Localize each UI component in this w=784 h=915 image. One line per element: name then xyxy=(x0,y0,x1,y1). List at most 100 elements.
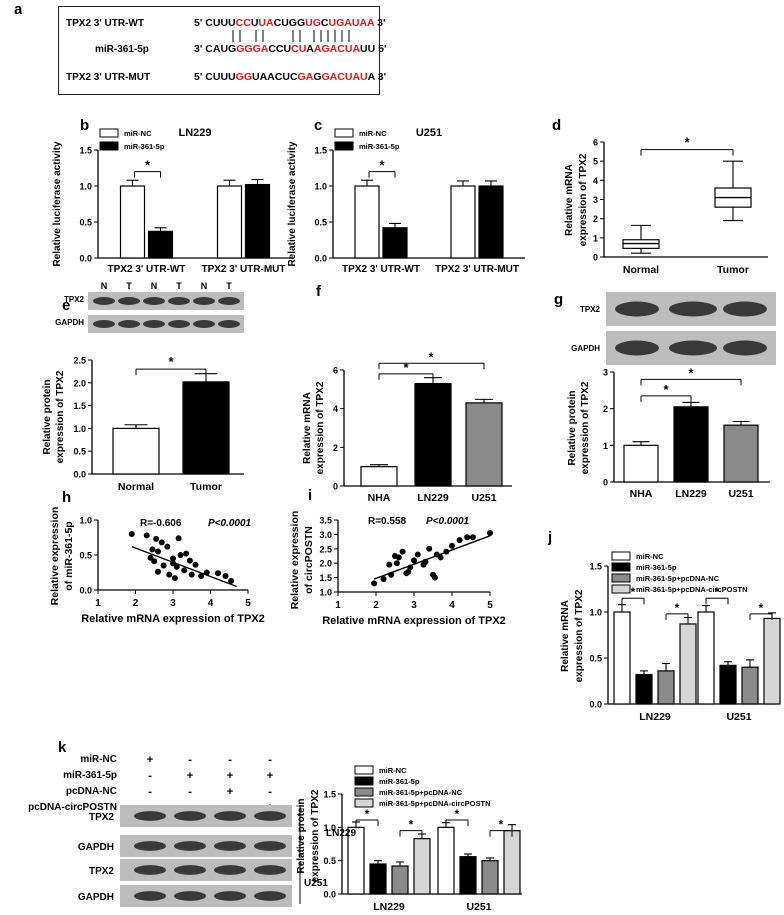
panel-h-point xyxy=(186,557,193,564)
panel-i-stat-p: P<0.0001 xyxy=(426,516,470,527)
panel-b-title: LN229 xyxy=(178,127,211,139)
panel-b-legend-swatch xyxy=(99,128,119,138)
panel-k-blot-TPX2-blot-band xyxy=(174,865,206,875)
panel-e-gapdh-blot-band xyxy=(93,320,115,328)
panel-k-blot-TPX2-blot-band xyxy=(254,811,286,821)
panel-b-miR-NC-bar xyxy=(119,185,146,259)
panel-j-ytick-label: 0.5 xyxy=(589,654,602,664)
panel-j-miR-361-5p+pcDNA-NC-bar xyxy=(741,666,759,705)
panel-e-ytick-label: 2.0 xyxy=(73,378,86,388)
panel-k-ytick-label: 0.0 xyxy=(323,890,336,900)
panel-h-point xyxy=(151,558,158,565)
panel-k-miR-361-5p+pcDNA-circPOSTN-bar xyxy=(503,830,521,895)
panel-k-condition-sign: - xyxy=(148,786,152,798)
panel-k-blot-TPX2-blot-band xyxy=(134,811,166,821)
panel-g-blot-label: GAPDH xyxy=(571,344,600,353)
panel-c-miR-361-5p-bar xyxy=(382,227,408,259)
panel-h-xtick-label: 1 xyxy=(95,598,101,609)
panel-k-legend-label: miR-361-5p xyxy=(379,777,420,786)
panel-h-point xyxy=(177,552,184,558)
panel-i-stat-r: R=0.558 xyxy=(368,516,407,527)
panel-e-sig-star: * xyxy=(168,354,174,369)
panel-k-ylabel-line1: Relative protein xyxy=(296,798,307,873)
panel-k-sig-star: * xyxy=(365,807,370,821)
panel-h-point xyxy=(173,563,180,570)
panel-k-legend-swatch xyxy=(354,776,374,786)
panel-h-xtick-label: 5 xyxy=(245,598,251,609)
panel-b-xtick-label: TPX2 3' UTR-WT xyxy=(108,264,186,275)
panel-h-point xyxy=(155,548,161,555)
panel-i-point xyxy=(393,560,400,567)
panel-j-miR-361-5p-bar xyxy=(635,673,653,705)
panel-d-sig-star: * xyxy=(684,135,690,150)
panel-f-ytick-label: 0 xyxy=(333,482,338,492)
panel-d-ytick-label: 3 xyxy=(593,195,598,205)
panel-j-miR-361-5p-bar xyxy=(719,664,737,705)
panel-i-fit-line xyxy=(373,535,491,580)
panel-letter-d: d xyxy=(552,117,561,134)
panel-k-blot-label: TPX2 xyxy=(89,812,114,823)
panel-j-ylabel-line1: Relative mRNA xyxy=(560,600,571,672)
panel-k-condition-sign: - xyxy=(148,770,152,782)
panel-h-stat-r: R=-0.606 xyxy=(140,518,182,529)
panel-e-tpx2-blot-band xyxy=(93,297,115,305)
panel-h-point xyxy=(192,561,199,568)
panel-i-point xyxy=(430,571,436,578)
panel-g-tpx2-blot-band xyxy=(723,301,767,317)
panel-g-xtick-label: U251 xyxy=(728,488,753,500)
panel-k-condition-sign: + xyxy=(147,754,153,766)
panel-b-legend-swatch xyxy=(99,141,119,151)
panel-g-xtick-label: LN229 xyxy=(675,488,707,500)
panel-f-ytick-label: 2 xyxy=(333,443,338,453)
panel-i-point xyxy=(487,529,493,536)
panel-e-lane-label: T xyxy=(176,281,182,291)
panel-f-ytick-label: 4 xyxy=(333,404,338,414)
panel-k-miR-361-5p+pcDNA-NC-bar xyxy=(481,860,499,895)
panel-k-blot-label: GAPDH xyxy=(78,842,114,853)
panel-i-ytick-label: 1.0 xyxy=(319,588,332,598)
panel-j-legend-swatch xyxy=(611,573,631,583)
panel-a-mut-sequence: 5' CUUUGGUAACUCGAGGACUAUA 3' xyxy=(194,71,386,83)
panel-c-miR-NC-bar xyxy=(354,185,380,259)
panel-h-xtick-label: 3 xyxy=(170,598,176,609)
panel-g-tpx2-blot-band xyxy=(669,301,717,317)
panel-k-condition-sign: - xyxy=(188,786,192,798)
panel-k-blot-GAPDH-blot-band xyxy=(214,891,246,901)
panel-k-condition-sign: + xyxy=(227,770,233,782)
panel-g-ytick-label: 3 xyxy=(603,368,608,378)
panel-d-ytick-label: 5 xyxy=(593,157,598,167)
panel-i-point xyxy=(386,561,393,568)
panel-h-point xyxy=(198,573,205,579)
panel-e-Normal-bar xyxy=(112,427,160,475)
panel-j-legend-label: miR-NC xyxy=(636,552,664,561)
panel-a-sequence-box xyxy=(58,6,380,95)
panel-k-blot-TPX2-blot-band xyxy=(254,865,286,875)
panel-h-stat-p: P<0.0001 xyxy=(208,518,252,529)
panel-letter-j: j xyxy=(547,529,552,546)
panel-j-ylabel-line2: expression of TPX2 xyxy=(574,589,585,682)
panel-j-legend-swatch xyxy=(611,551,631,561)
panel-i-point xyxy=(437,554,444,561)
panel-e-ytick-label: 1.0 xyxy=(73,424,86,434)
panel-e-tpx2-blot-band xyxy=(193,297,215,305)
panel-h-point xyxy=(149,546,156,553)
panel-h-point xyxy=(166,571,173,578)
panel-i-point xyxy=(411,557,417,564)
panel-i-xtick-label: 2 xyxy=(373,600,379,611)
panel-h-fit-line xyxy=(131,545,237,588)
panel-k-blot-GAPDH-blot-band xyxy=(214,841,246,851)
panel-f-ytick-label: 6 xyxy=(333,366,338,376)
panel-letter-b: b xyxy=(80,117,89,134)
panel-letter-i: i xyxy=(308,487,312,504)
panel-h-ytick-label: 0.0 xyxy=(79,586,92,596)
panel-g-gapdh-blot-band xyxy=(615,340,659,356)
panel-j-sig-star: * xyxy=(631,585,636,599)
panel-g-U251-bar xyxy=(723,424,759,483)
panel-letter-h: h xyxy=(62,489,71,506)
panel-h-point xyxy=(143,532,150,539)
panel-d-ytick-label: 0 xyxy=(593,253,598,263)
panel-e-ylabel-line1: Relative protein xyxy=(42,379,53,454)
panel-e-tpx2-blot-band xyxy=(218,297,240,305)
panel-g-ytick-label: 0 xyxy=(603,478,608,488)
panel-d-xtick-label: Normal xyxy=(623,264,659,276)
